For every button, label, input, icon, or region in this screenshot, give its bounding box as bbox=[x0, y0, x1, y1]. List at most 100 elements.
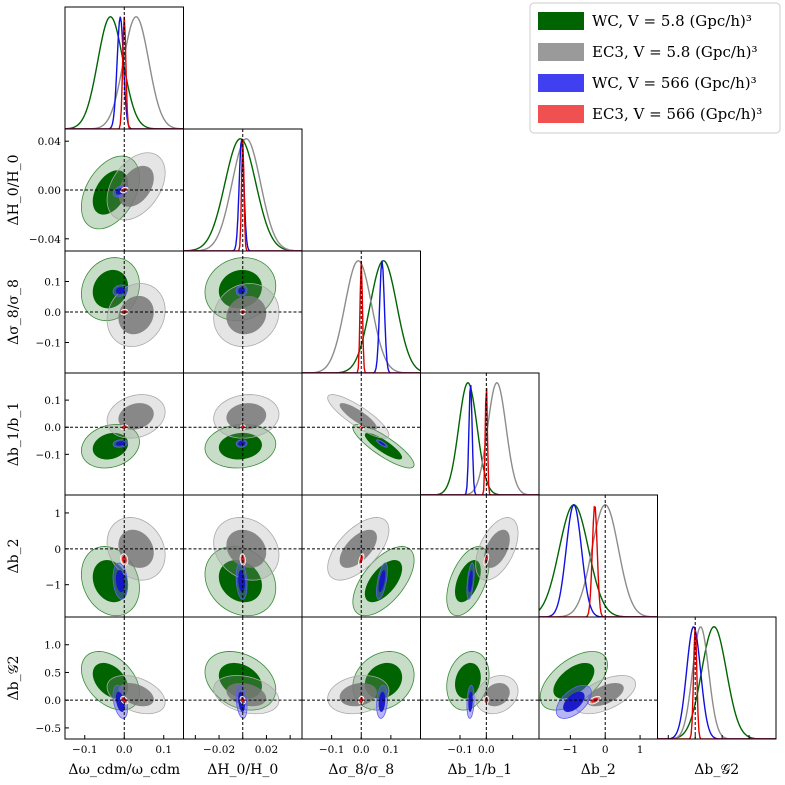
panel-5-1 bbox=[183, 617, 302, 739]
contour-1sigma-series-3 bbox=[359, 425, 363, 429]
x-tick-label: −0.1 bbox=[72, 744, 98, 756]
legend-swatch bbox=[538, 43, 584, 61]
panel-1-1 bbox=[183, 129, 302, 251]
y-tick-label: −0.5 bbox=[36, 723, 62, 735]
x-tick-label: −1 bbox=[563, 744, 578, 756]
y-tick-label: 0.1 bbox=[44, 277, 61, 289]
contour-1sigma-series-1 bbox=[226, 295, 267, 335]
marginal-curve-5-series-1 bbox=[657, 626, 776, 739]
marginal-curve-3-series-0 bbox=[420, 381, 539, 495]
panel-2-2 bbox=[302, 251, 421, 373]
y-tick-label: 1.0 bbox=[44, 640, 61, 652]
panel-4-0 bbox=[65, 495, 184, 617]
x-tick-label: 0.0 bbox=[353, 744, 370, 756]
contour-1sigma-series-2 bbox=[378, 691, 386, 712]
contour-1sigma-series-2 bbox=[563, 691, 585, 712]
y-tick-label: −0.1 bbox=[36, 338, 62, 350]
y-axis-label: Δb_1/b_1 bbox=[6, 402, 22, 467]
panel-5-2 bbox=[302, 617, 421, 739]
contour-1sigma-series-1 bbox=[339, 403, 377, 430]
y-axis-label: Δσ_8/σ_8 bbox=[6, 279, 22, 345]
panel-1-0 bbox=[65, 129, 184, 251]
y-tick-label: 0.0 bbox=[44, 307, 61, 319]
y-axis-label: ΔH_0/H_0 bbox=[6, 154, 22, 225]
y-tick-label: 0.04 bbox=[38, 136, 62, 148]
contour-1sigma-series-3 bbox=[359, 697, 363, 703]
x-tick-label: 0.1 bbox=[383, 744, 400, 756]
marginal-curve-3-series-1 bbox=[420, 382, 539, 495]
marginal-curve-2-series-0 bbox=[302, 260, 421, 373]
y-tick-label: 0.0 bbox=[44, 695, 61, 707]
panel-frame bbox=[657, 616, 777, 740]
contour-1sigma-series-0 bbox=[455, 662, 481, 699]
panel-4-2 bbox=[302, 495, 421, 617]
panel-5-4 bbox=[539, 617, 658, 739]
contour-1sigma-series-2 bbox=[115, 287, 125, 295]
panel-2-0 bbox=[65, 251, 184, 373]
contour-1sigma-series-3 bbox=[241, 697, 245, 703]
contour-1sigma-series-3 bbox=[241, 556, 245, 564]
contour-1sigma-series-3 bbox=[122, 556, 127, 564]
contour-1sigma-series-2 bbox=[378, 570, 386, 593]
marginal-curve-4-series-3 bbox=[539, 505, 658, 617]
x-axis-label: Δb_𝒢2 bbox=[694, 762, 739, 778]
contour-1sigma-series-2 bbox=[468, 691, 473, 712]
legend-swatch bbox=[538, 105, 584, 123]
contour-1sigma-series-2 bbox=[378, 441, 386, 446]
legend-label: EC3, V = 566 (Gpc/h)³ bbox=[592, 105, 762, 123]
contour-1sigma-series-1 bbox=[118, 295, 154, 335]
contour-1sigma-series-2 bbox=[115, 441, 125, 446]
contour-1sigma-series-0 bbox=[553, 662, 595, 699]
x-tick-label: −0.1 bbox=[447, 744, 473, 756]
y-tick-label: 0.0 bbox=[44, 422, 61, 434]
contour-1sigma-series-3 bbox=[241, 425, 245, 429]
panel-3-3 bbox=[420, 373, 539, 495]
legend: WC, V = 5.8 (Gpc/h)³ EC3, V = 5.8 (Gpc/h)… bbox=[529, 2, 781, 134]
legend-swatch bbox=[538, 12, 584, 30]
x-tick-label: 0.02 bbox=[255, 744, 278, 756]
legend-label: WC, V = 566 (Gpc/h)³ bbox=[592, 74, 757, 92]
legend-swatch bbox=[538, 74, 584, 92]
y-tick-label: 0 bbox=[54, 544, 61, 556]
x-axis-label: Δb_2 bbox=[581, 762, 616, 778]
panel-4-4 bbox=[539, 495, 658, 617]
contour-1sigma-series-1 bbox=[118, 403, 154, 430]
x-tick-label: 0.0 bbox=[116, 744, 133, 756]
contour-1sigma-series-3 bbox=[484, 556, 488, 564]
panel-5-3 bbox=[420, 617, 539, 739]
marginal-curve-0-series-3 bbox=[65, 16, 184, 129]
x-tick-label: −0.1 bbox=[319, 744, 345, 756]
y-tick-label: 0.1 bbox=[44, 395, 61, 407]
contour-1sigma-series-0 bbox=[218, 432, 262, 460]
panel-3-0 bbox=[65, 373, 184, 495]
contour-1sigma-series-0 bbox=[92, 432, 129, 460]
x-tick-label: 1 bbox=[637, 744, 644, 756]
legend-label: WC, V = 5.8 (Gpc/h)³ bbox=[592, 12, 752, 30]
marginal-curve-3-series-2 bbox=[420, 385, 539, 495]
y-tick-label: −0.04 bbox=[29, 234, 61, 246]
x-axis-label: Δω_cdm/ω_cdm bbox=[68, 762, 180, 778]
panel-2-1 bbox=[183, 251, 302, 373]
legend-box bbox=[529, 2, 781, 134]
panel-3-1 bbox=[183, 373, 302, 495]
panel-4-1 bbox=[183, 495, 302, 617]
panel-5-5 bbox=[657, 617, 776, 739]
y-axis-label: Δb_𝒢2 bbox=[6, 656, 22, 701]
contour-1sigma-series-1 bbox=[226, 403, 267, 430]
contour-1sigma-series-0 bbox=[92, 170, 129, 215]
y-tick-label: −0.1 bbox=[36, 449, 62, 461]
marginal-curve-1-series-3 bbox=[183, 138, 302, 251]
y-tick-label: 0.5 bbox=[44, 667, 61, 679]
x-tick-label: 0 bbox=[602, 744, 609, 756]
panel-5-0 bbox=[65, 617, 184, 739]
x-tick-label: 0.0 bbox=[478, 744, 495, 756]
contour-1sigma-series-3 bbox=[122, 425, 127, 429]
y-tick-label: −1 bbox=[46, 580, 61, 592]
panel-4-3 bbox=[420, 495, 539, 617]
contour-1sigma-series-2 bbox=[115, 570, 125, 593]
panel-3-2 bbox=[302, 373, 421, 495]
contour-1sigma-series-3 bbox=[359, 556, 363, 564]
marginal-curve-2-series-3 bbox=[302, 260, 421, 373]
x-tick-label: 0.1 bbox=[155, 744, 172, 756]
